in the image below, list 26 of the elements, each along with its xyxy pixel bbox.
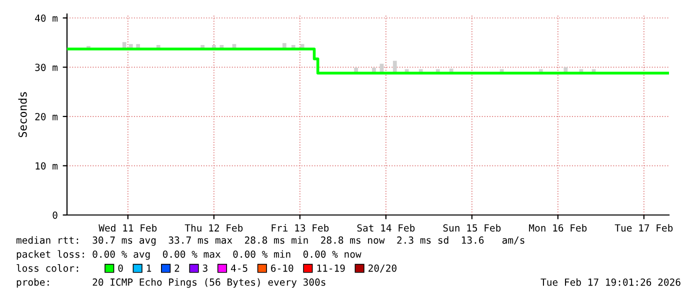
text: median rtt: 30.7 ms avg 33.7 ms max 28.8 ms min 28.8 ms now 2.3 ms sd 13.6 am/s <box>16 236 524 246</box>
legend-label: 2 <box>174 264 180 272</box>
legend-label: 20/20 <box>368 264 396 273</box>
x-tick-label: Sat 14 Feb <box>357 224 415 232</box>
y-tick-label: 30 m <box>35 64 58 72</box>
y-tick-label: 20 m <box>35 112 58 120</box>
legend-label: 6-10 <box>271 264 294 272</box>
x-tick-label: Wed 11 Feb <box>98 224 157 232</box>
y-tick-label: 10 m <box>36 162 58 170</box>
text: packet loss: 0.00 % avg 0.00 % max 0.00 % min 0.00 % now <box>16 250 362 260</box>
x-tick-label: Tue 17 Feb <box>614 224 673 232</box>
y-axis-title: Seconds <box>18 92 27 138</box>
x-tick-label: Mon 16 Feb <box>529 224 587 232</box>
x-tick-label: Sun 15 Feb <box>443 224 501 232</box>
x-tick-label: Thu 12 Feb <box>184 224 243 232</box>
text: Tue Feb 17 19:01:26 2026 <box>540 278 680 286</box>
legend-label: 3 <box>202 264 208 272</box>
legend-label: 0 <box>118 264 123 272</box>
legend-label: 1 <box>147 264 152 272</box>
y-tick-label: 40 m <box>35 14 58 22</box>
legend-label: 11-19 <box>317 264 345 272</box>
legend-title: loss color: <box>16 264 78 272</box>
legend-label: 4-5 <box>230 264 248 272</box>
text: probe: 20 ICMP Echo Pings (56 Bytes) every 300s <box>16 278 326 288</box>
y-tick-label: 0 <box>52 212 58 219</box>
x-tick-label: Fri 13 Feb <box>272 224 329 232</box>
